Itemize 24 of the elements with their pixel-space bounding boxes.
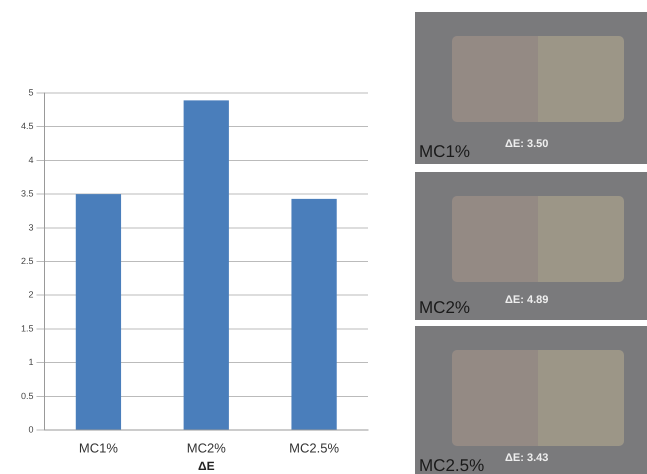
y-tick-label: 5 xyxy=(28,87,34,98)
x-tick-label: MC2.5% xyxy=(289,440,340,456)
y-tick-label: 1 xyxy=(28,357,34,368)
text: ΔE: 3.50 xyxy=(505,138,548,150)
y-tick-label: 0.5 xyxy=(20,390,34,401)
text: MC2.5% xyxy=(419,456,484,474)
text: MC1% xyxy=(419,142,470,162)
bar xyxy=(76,194,122,430)
bar xyxy=(184,100,229,430)
y-tick-label: 2 xyxy=(28,290,34,300)
x-axis-title: ΔE xyxy=(198,459,215,474)
y-tick-label: 2.5 xyxy=(20,256,34,266)
x-tick-label: MC1% xyxy=(78,440,118,456)
text: ΔE: 3.43 xyxy=(505,452,548,464)
bar xyxy=(291,198,337,430)
y-tick-label: 3 xyxy=(28,222,34,232)
y-tick-label: 1.5 xyxy=(20,323,34,334)
text: MC2% xyxy=(419,298,470,318)
x-tick-label: MC2% xyxy=(186,440,226,456)
y-tick-label: 4.5 xyxy=(20,121,34,132)
y-tick-label: 3.5 xyxy=(20,188,34,199)
text: ΔE: 4.89 xyxy=(505,294,548,306)
y-tick-label: 4 xyxy=(28,154,34,165)
y-tick-label: 0 xyxy=(28,424,34,434)
